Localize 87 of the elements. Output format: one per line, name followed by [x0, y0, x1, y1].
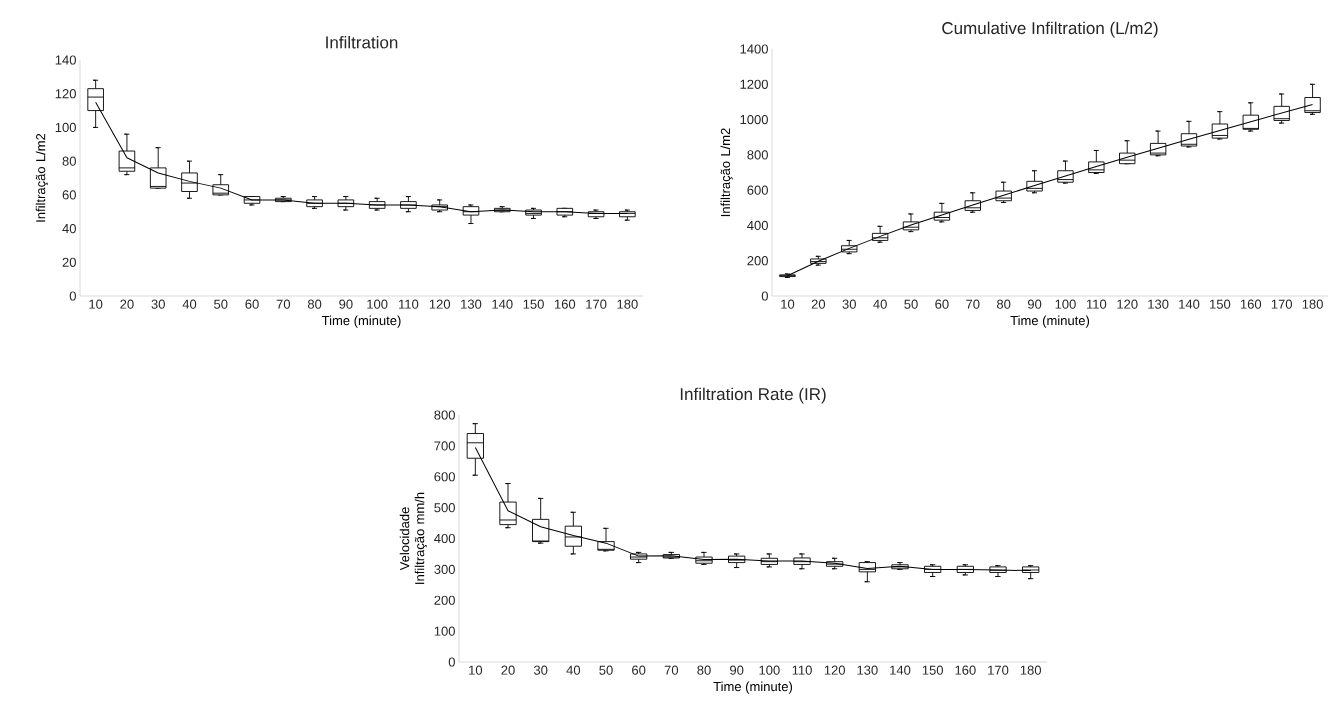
- x-tick-label: 80: [307, 299, 322, 309]
- x-tick-label: 30: [151, 299, 165, 309]
- x-tick-label: 140: [890, 665, 911, 675]
- y-tick-label: 300: [434, 564, 455, 574]
- x-tick-label: 90: [1027, 299, 1042, 309]
- x-tick-label: 10: [781, 299, 795, 309]
- x-tick-label: 150: [922, 665, 944, 675]
- x-tick-label: 180: [617, 299, 638, 309]
- x-tick-label: 130: [1148, 299, 1169, 309]
- y-axis-title: Infiltração L/m2: [720, 128, 733, 217]
- y-tick-label: 200: [747, 256, 768, 266]
- y-tick-label: 400: [434, 533, 455, 544]
- x-tick-label: 80: [997, 299, 1011, 309]
- y-tick-label: 1000: [740, 114, 768, 125]
- chart-title: Infiltration: [326, 35, 398, 49]
- y-tick-label: 140: [55, 55, 76, 65]
- x-tick-label: 30: [842, 299, 856, 309]
- y-tick-label: 0: [448, 657, 455, 667]
- y-tick-label: 1400: [740, 44, 768, 54]
- x-tick-label: 110: [1086, 299, 1107, 309]
- x-tick-label: 130: [857, 665, 878, 675]
- y-tick-label: 1200: [740, 79, 768, 89]
- x-tick-label: 40: [182, 299, 197, 309]
- y-tick-label: 600: [747, 185, 768, 195]
- x-tick-label: 50: [214, 299, 228, 309]
- x-axis-title: Time (minute): [713, 681, 793, 694]
- y-tick-label: 800: [747, 150, 768, 160]
- x-tick-label: 130: [461, 299, 482, 309]
- y-tick-label: 100: [55, 122, 76, 133]
- chart-title: Infiltration Rate (IR): [680, 387, 826, 404]
- x-tick-label: 140: [492, 299, 513, 309]
- chart-title: Cumulative Infiltration (L/m2): [942, 21, 1158, 38]
- x-tick-label: 110: [399, 299, 419, 309]
- y-tick-label: 200: [434, 595, 455, 605]
- y-tick-label: 120: [55, 89, 76, 99]
- y-tick-label: 20: [62, 257, 76, 267]
- x-tick-label: 100: [367, 299, 388, 309]
- x-tick-label: 50: [599, 665, 613, 675]
- x-tick-label: 30: [533, 665, 548, 675]
- x-tick-label: 80: [697, 665, 711, 675]
- y-tick-label: 400: [747, 220, 768, 231]
- x-tick-label: 20: [811, 299, 826, 309]
- x-tick-label: 40: [873, 299, 887, 309]
- x-tick-label: 70: [966, 299, 980, 309]
- y-tick-label: 700: [434, 441, 455, 451]
- x-tick-label: 90: [730, 665, 744, 675]
- x-tick-label: 20: [120, 299, 134, 309]
- y-tick-label: 0: [69, 291, 76, 301]
- y-axis-title: Infiltração L/m2: [35, 133, 48, 222]
- x-tick-label: 60: [632, 665, 646, 675]
- x-tick-label: 70: [276, 299, 291, 309]
- x-tick-label: 150: [1210, 299, 1231, 309]
- y-tick-label: 80: [62, 156, 76, 166]
- x-tick-label: 170: [1271, 299, 1293, 309]
- x-tick-label: 90: [339, 299, 353, 309]
- x-tick-label: 100: [759, 665, 780, 675]
- x-tick-label: 50: [904, 299, 918, 309]
- x-tick-label: 10: [89, 299, 103, 309]
- y-tick-label: 600: [434, 472, 455, 482]
- y-tick-label: 100: [434, 626, 455, 636]
- y-axis-title: Velocidade Infiltração mm/h: [399, 492, 427, 584]
- x-tick-label: 170: [586, 299, 607, 309]
- x-tick-label: 20: [501, 665, 515, 675]
- x-axis-title: Time (minute): [1010, 315, 1090, 328]
- x-tick-label: 100: [1055, 299, 1076, 309]
- x-tick-label: 150: [523, 299, 544, 309]
- x-tick-label: 110: [792, 665, 812, 675]
- y-tick-label: 40: [62, 223, 76, 234]
- x-tick-label: 180: [1020, 665, 1042, 675]
- x-tick-label: 160: [1240, 299, 1262, 309]
- x-tick-label: 160: [955, 665, 976, 675]
- x-tick-label: 160: [554, 299, 576, 309]
- y-tick-label: 800: [434, 410, 455, 420]
- x-tick-label: 40: [566, 665, 581, 675]
- x-tick-label: 120: [824, 665, 846, 675]
- y-tick-label: 60: [62, 190, 76, 200]
- y-tick-label: 500: [434, 503, 455, 513]
- x-tick-label: 140: [1179, 299, 1200, 309]
- x-tick-label: 180: [1302, 299, 1323, 309]
- y-tick-label: 0: [761, 291, 768, 301]
- x-tick-label: 120: [1117, 299, 1138, 309]
- x-tick-label: 10: [469, 665, 483, 675]
- x-tick-label: 70: [664, 665, 679, 675]
- x-tick-label: 170: [988, 665, 1009, 675]
- x-tick-label: 60: [245, 299, 259, 309]
- x-tick-label: 60: [935, 299, 949, 309]
- x-axis-title: Time (minute): [321, 315, 401, 328]
